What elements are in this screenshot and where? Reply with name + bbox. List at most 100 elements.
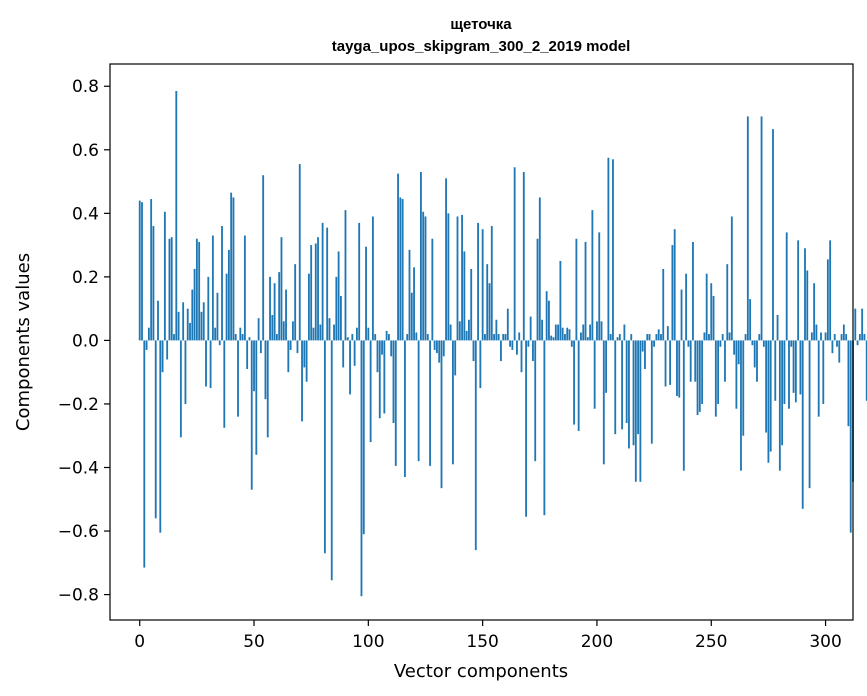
bar (532, 340, 534, 362)
bar (401, 199, 404, 341)
bar (822, 340, 825, 404)
bar (141, 202, 143, 341)
bar (154, 340, 157, 519)
x-tick-label: 100 (352, 632, 384, 652)
x-axis: 0 50 100 150 200 250 300 (134, 620, 842, 652)
bar (792, 340, 795, 393)
bar (285, 289, 287, 341)
bar (676, 340, 678, 397)
bar (856, 340, 859, 346)
bar (257, 318, 260, 341)
bar (628, 340, 630, 449)
bar (230, 192, 233, 341)
bar (678, 340, 681, 398)
bar (552, 337, 555, 341)
bar (143, 340, 146, 568)
bar (145, 340, 148, 350)
bar (330, 340, 333, 581)
bar (326, 227, 329, 341)
bar (568, 329, 571, 341)
bar (381, 340, 383, 355)
bar (735, 340, 738, 409)
bar (762, 340, 765, 347)
bar (465, 330, 468, 341)
bar (474, 340, 477, 551)
bar (280, 237, 283, 341)
bar (724, 340, 726, 382)
bar (420, 172, 422, 341)
bar (687, 340, 690, 347)
bar (655, 334, 658, 341)
bar (788, 340, 790, 409)
bar (335, 276, 338, 341)
bar (728, 332, 731, 341)
bar (463, 251, 466, 341)
x-tick-label: 200 (581, 632, 613, 652)
bar (536, 238, 539, 341)
bar (310, 245, 313, 341)
bar (184, 340, 187, 404)
bar (328, 318, 331, 341)
bar (484, 334, 486, 341)
bar (669, 340, 672, 385)
bar (392, 340, 395, 424)
bar (282, 321, 285, 341)
bar (296, 340, 299, 354)
bar (593, 340, 596, 409)
bar (360, 340, 363, 597)
bar (854, 308, 857, 341)
bar (557, 324, 559, 341)
bar (545, 291, 548, 341)
bar (516, 340, 518, 355)
bar (634, 340, 637, 482)
bar (262, 175, 265, 341)
bar (353, 340, 356, 366)
bar (591, 210, 594, 341)
bar (582, 324, 585, 341)
bar (808, 340, 811, 489)
bar (710, 283, 713, 341)
y-tick-label: −0.4 (58, 458, 99, 478)
bar (559, 260, 562, 341)
bar-series (138, 91, 867, 597)
bar (287, 340, 290, 373)
bar (804, 248, 806, 341)
bar (214, 327, 217, 341)
bar (554, 324, 557, 341)
bar (440, 340, 443, 489)
bar (749, 299, 752, 341)
bar (298, 164, 301, 341)
plot-frame (109, 63, 854, 621)
bar (202, 302, 205, 341)
bar (442, 340, 445, 357)
bar (561, 327, 564, 341)
bar (447, 213, 450, 341)
bar (502, 334, 505, 341)
bar (152, 226, 155, 341)
bar (511, 340, 514, 350)
bar (422, 211, 425, 341)
bar (234, 334, 237, 341)
bar (776, 314, 779, 341)
bar (170, 237, 173, 341)
bar (317, 237, 319, 341)
bar (278, 272, 281, 341)
bar (454, 340, 457, 376)
bar (657, 329, 660, 341)
x-tick-label: 150 (466, 632, 498, 652)
bar (337, 251, 340, 341)
bar (362, 340, 365, 535)
bar (525, 340, 527, 517)
bar (383, 340, 386, 414)
bar (470, 268, 473, 341)
y-axis: −0.8 −0.6 −0.4 −0.2 0.0 0.2 0.4 0.6 0.8 (58, 77, 110, 606)
bar (845, 334, 848, 341)
bar (612, 159, 614, 341)
bar (355, 327, 358, 341)
bar (602, 340, 605, 465)
bar (390, 340, 393, 357)
bar (193, 268, 196, 341)
x-tick-label: 250 (695, 632, 727, 652)
bar (541, 319, 543, 341)
